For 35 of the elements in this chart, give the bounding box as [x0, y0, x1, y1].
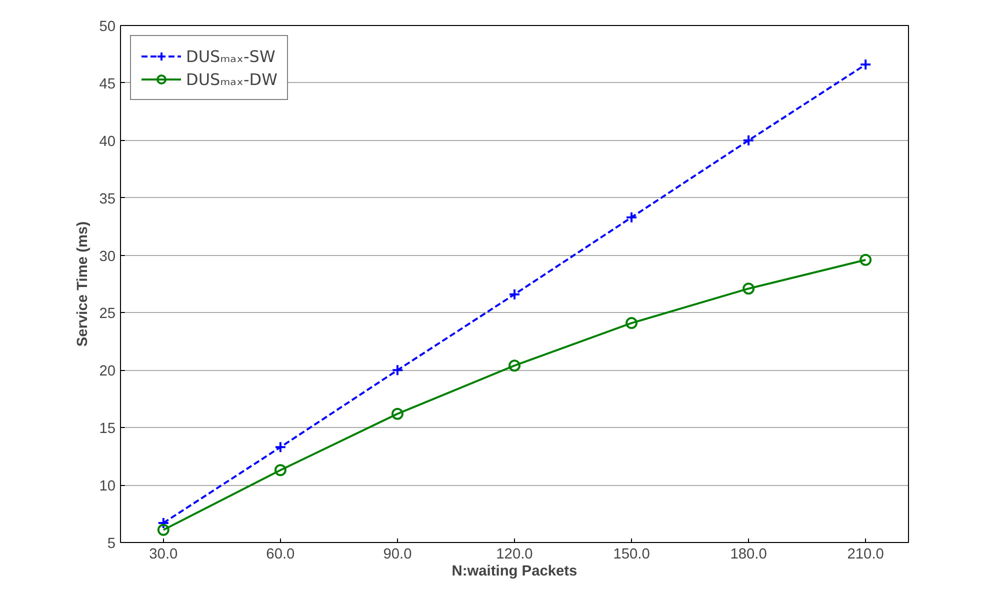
legend-label: DUSₘₐₓ-SW — [186, 46, 276, 66]
point — [157, 516, 170, 529]
y-tick-label: 5 — [107, 536, 116, 552]
point — [157, 524, 170, 536]
x-tick-label: 150.0 — [613, 546, 650, 562]
y-tick-label: 10 — [99, 478, 116, 495]
x-tick-label: 120.0 — [496, 546, 533, 562]
y-tick-label: 25 — [99, 306, 116, 322]
x-tick-label: 60.0 — [266, 546, 295, 562]
x-tick-label: 180.0 — [730, 546, 767, 562]
x-tick-label: 90.0 — [383, 546, 412, 562]
point — [508, 288, 520, 300]
y-tick-label: 30 — [99, 248, 116, 265]
point — [508, 360, 520, 372]
x-axis-title: N:waiting Packets — [452, 564, 578, 580]
y-tick-label: 45 — [99, 76, 116, 92]
point — [860, 58, 872, 71]
legend-label: DUSₘₐₓ-DW — [186, 70, 278, 88]
point — [860, 254, 872, 266]
point — [742, 134, 755, 146]
point — [274, 464, 286, 476]
y-tick-label: 35 — [99, 191, 116, 208]
point — [274, 441, 286, 454]
point — [391, 364, 404, 376]
point — [626, 211, 638, 224]
x-tick-label: 210.0 — [847, 546, 884, 562]
y-tick-label: 15 — [99, 421, 116, 438]
point — [742, 282, 755, 295]
point — [391, 408, 404, 420]
y-tick-label: 40 — [99, 134, 116, 150]
y-axis-title: Service Time (ms) — [75, 221, 92, 347]
y-tick-label: 20 — [99, 364, 116, 380]
point — [626, 317, 638, 330]
x-tick-label: 30.0 — [149, 546, 178, 562]
y-tick-label: 50 — [99, 19, 116, 35]
